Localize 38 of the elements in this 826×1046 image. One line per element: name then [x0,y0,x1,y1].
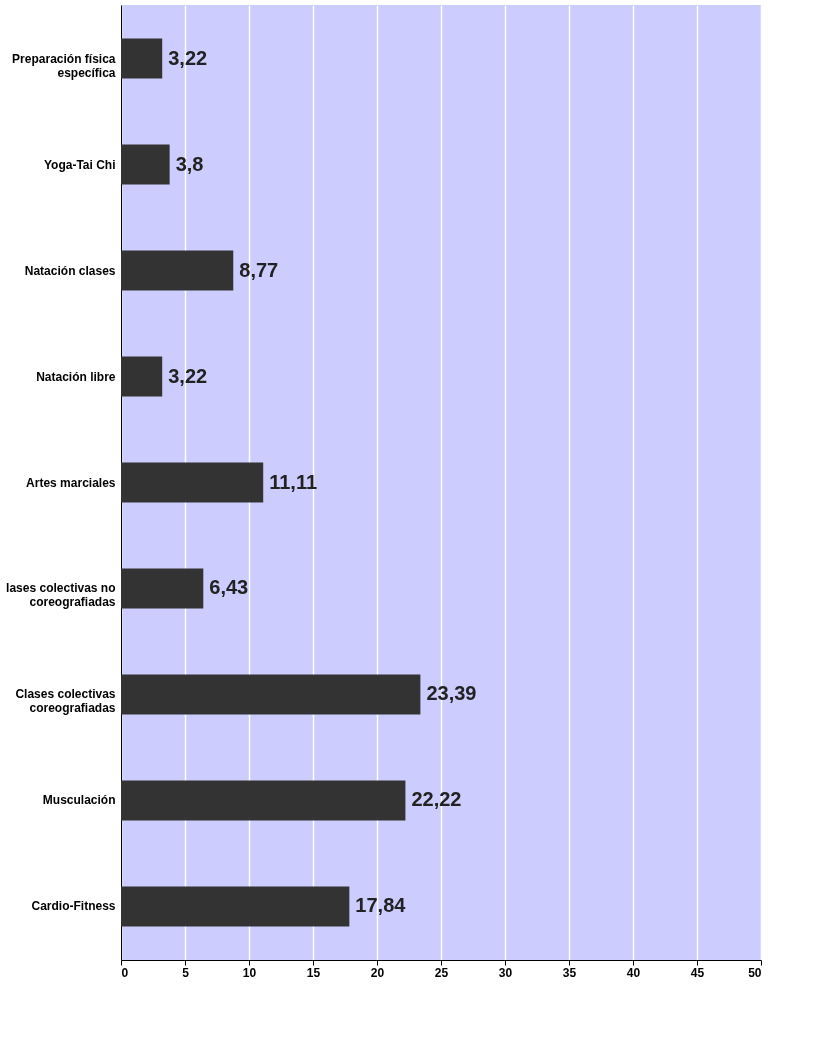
y-tick-label: Clases colectivas coreografiadas [15,687,116,716]
y-tick-label: Artes marciales [26,475,116,490]
data-label: 8,77 [239,258,279,281]
x-tick-label: 35 [562,965,577,980]
bar [121,250,234,291]
data-label: 22,22 [411,788,462,811]
data-label: 17,84 [355,894,407,917]
bar [121,886,350,927]
x-tick-label: 45 [690,965,705,980]
x-tick-label: 5 [182,965,190,980]
y-tick-label: Musculación [42,793,116,808]
bar [121,674,421,715]
x-tick-label: 30 [498,965,513,980]
y-tick-label: Natación libre [36,369,116,384]
x-tick-label: 25 [434,965,449,980]
y-tick-label: lases colectivas no coreografiadas [6,581,116,610]
y-tick-label: Natación clases [24,263,116,278]
x-tick-label: 10 [242,965,257,980]
data-label: 3,22 [168,46,208,69]
data-label: 3,8 [175,152,204,175]
bar [121,144,170,185]
bar [121,780,406,821]
data-label: 3,22 [168,364,208,387]
bar [121,38,163,79]
x-tick-label: 0 [121,965,129,980]
bar [121,568,204,609]
data-label: 6,43 [209,576,249,599]
bar [121,462,264,503]
x-tick-label: 40 [626,965,641,980]
data-label: 11,11 [269,470,318,493]
y-tick-label: Preparación física específica [12,51,116,80]
y-tick-label: Cardio-Fitness [31,899,116,914]
x-tick-label: 50 [748,965,762,980]
bar [121,356,163,397]
x-tick-label: 20 [370,965,385,980]
y-tick-label: Yoga-Tai Chi [43,157,116,172]
data-label: 23,39 [426,682,477,705]
x-tick-label: 15 [306,965,321,980]
